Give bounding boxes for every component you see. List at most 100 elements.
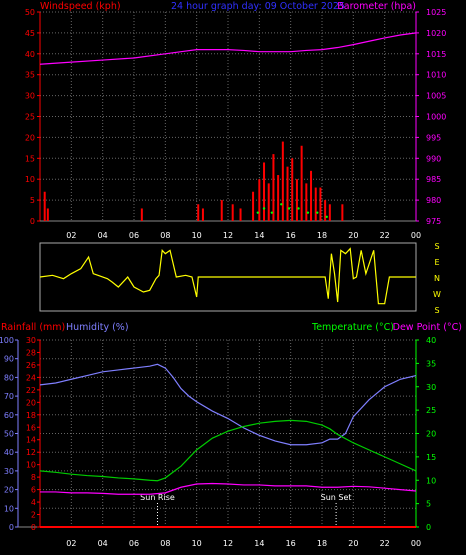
x-tick-label: 20 [348, 231, 358, 240]
wind-bar [252, 191, 255, 221]
sun-annotation: Sun Set [321, 493, 352, 502]
humidity-tick-label: 70 [4, 392, 14, 401]
barometer-line [39, 32, 417, 65]
humidity-tick-label: 90 [4, 355, 14, 364]
wind-bar [291, 158, 294, 221]
windspeed-tick-label: 35 [25, 71, 35, 80]
windspeed-tick-label: 20 [25, 133, 35, 142]
gust-point [270, 211, 274, 214]
direction-label: S [434, 306, 439, 315]
temp-humidity-panel: 0102030405060708090100024681012141618202… [0, 336, 436, 548]
windspeed-tick-label: 15 [25, 154, 35, 163]
gust-point [280, 203, 283, 206]
barometer-tick-label: 985 [426, 175, 441, 184]
wind-direction-line [39, 247, 416, 305]
humidity-tick-label: 10 [4, 504, 14, 513]
wind-bar [310, 170, 313, 221]
windspeed-tick-label: 10 [25, 175, 35, 184]
barometer-tick-label: 1025 [426, 8, 446, 17]
rainfall-tick-label: 28 [26, 348, 36, 357]
rainfall-tick-label: 8 [31, 473, 36, 482]
gust-point [287, 207, 291, 210]
x-tick-label: 08 [160, 231, 170, 240]
direction-label: N [434, 274, 440, 283]
direction-label: E [434, 258, 439, 267]
x-tick-label: 22 [380, 231, 390, 240]
x-tick-label: 14 [254, 231, 264, 240]
humidity-tick-label: 30 [4, 467, 14, 476]
temperature-tick-label: 40 [426, 336, 436, 345]
x-tick-label: 08 [160, 539, 170, 548]
wind-barometer-panel: 0510152025303540455097598098599099510001… [25, 8, 447, 240]
temperature-tick-label: 0 [426, 523, 431, 532]
wind-bar [46, 208, 49, 221]
rainfall-tick-label: 26 [26, 361, 36, 370]
humidity-tick-label: 0 [9, 523, 14, 532]
windspeed-tick-label: 40 [25, 50, 35, 59]
temperature-tick-label: 5 [426, 500, 431, 509]
rainfall-tick-label: 30 [26, 336, 36, 345]
gust-point [325, 215, 328, 219]
barometer-tick-label: 975 [426, 217, 441, 226]
temperature-line [39, 419, 417, 482]
wind-bar [263, 162, 266, 221]
humidity-line [39, 363, 417, 446]
temperature-tick-label: 35 [426, 359, 436, 368]
wind-bar [324, 200, 327, 221]
gust-point [256, 211, 259, 214]
temperature-tick-label: 15 [426, 453, 436, 462]
x-tick-label: 12 [223, 231, 233, 240]
barometer-tick-label: 1000 [426, 113, 446, 122]
rainfall-tick-label: 14 [26, 436, 36, 445]
x-tick-label: 00 [411, 231, 421, 240]
humidity-tick-label: 60 [4, 411, 14, 420]
x-tick-label: 18 [317, 231, 327, 240]
windspeed-tick-label: 45 [25, 29, 35, 38]
windspeed-tick-label: 30 [25, 92, 35, 101]
x-tick-label: 04 [98, 231, 108, 240]
humidity-tick-label: 50 [4, 430, 14, 439]
humidity-axis-label: Humidity (%) [66, 322, 129, 333]
barometer-tick-label: 1010 [426, 71, 446, 80]
windspeed-axis-label: Windspeed (kph) [40, 1, 121, 12]
x-tick-label: 10 [192, 231, 202, 240]
x-tick-label: 20 [348, 539, 358, 548]
rainfall-tick-label: 6 [31, 486, 36, 495]
x-tick-label: 16 [286, 231, 296, 240]
wind-bar [258, 179, 261, 221]
humidity-tick-label: 40 [4, 448, 14, 457]
barometer-tick-label: 980 [426, 196, 441, 205]
x-tick-label: 06 [129, 539, 139, 548]
humidity-tick-label: 80 [4, 373, 14, 382]
x-tick-label: 02 [66, 539, 76, 548]
dewpoint-axis-label: Dew Point (°C) [393, 322, 462, 333]
wind-bar [286, 166, 289, 221]
wind-bar [197, 204, 200, 221]
rainfall-tick-label: 10 [26, 461, 36, 470]
wind-bar [305, 183, 308, 221]
wind-bar [220, 200, 223, 221]
windspeed-tick-label: 0 [30, 217, 35, 226]
rainfall-tick-label: 18 [26, 411, 36, 420]
rainfall-tick-label: 20 [26, 398, 36, 407]
sun-annotation: Sun Rise [140, 493, 175, 502]
x-tick-label: 14 [254, 539, 264, 548]
x-tick-label: 22 [380, 539, 390, 548]
x-tick-label: 00 [411, 539, 421, 548]
wind-bar [239, 208, 242, 221]
dewpoint-line [40, 482, 417, 495]
barometer-tick-label: 995 [426, 133, 441, 142]
direction-label: W [433, 290, 441, 299]
wind-bar [341, 204, 344, 221]
x-tick-label: 02 [66, 231, 76, 240]
gust-point [297, 207, 300, 210]
temperature-tick-label: 30 [426, 383, 436, 392]
x-tick-label: 16 [286, 539, 296, 548]
rainfall-tick-label: 12 [26, 448, 36, 457]
rainfall-tick-label: 2 [31, 511, 36, 520]
wind-bar [140, 208, 143, 221]
rainfall-tick-label: 24 [26, 373, 36, 382]
wind-bar [328, 204, 331, 221]
